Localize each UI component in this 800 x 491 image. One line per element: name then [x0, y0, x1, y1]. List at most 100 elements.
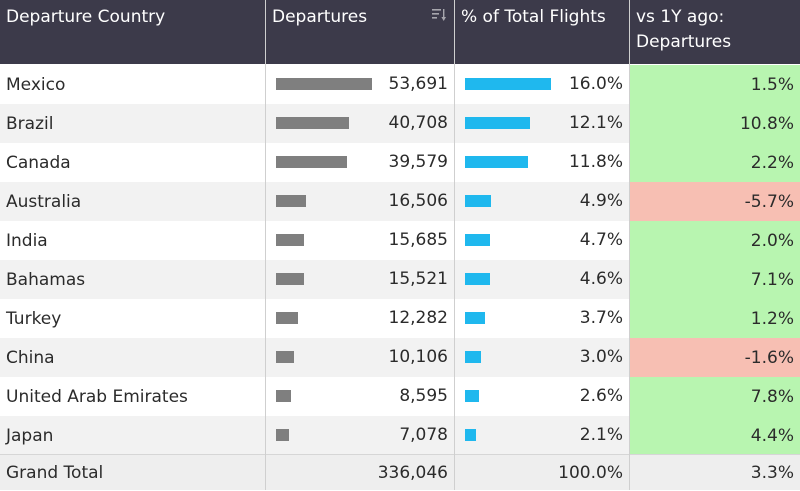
yoy-change: 1.2%	[630, 299, 800, 338]
total-pct-cell: 100.0%	[455, 455, 629, 491]
pct-cell: 3.7%	[455, 299, 629, 338]
yoy-change: -1.6%	[630, 338, 800, 377]
table-row[interactable]: United Arab Emirates 8,595 2.6% 7.8%	[0, 377, 800, 416]
pct-bar	[465, 195, 491, 207]
yoy-change: 10.8%	[630, 104, 800, 143]
pct-bar	[465, 117, 530, 129]
pct-bar	[465, 390, 479, 402]
departures-value: 16,506	[388, 191, 448, 211]
pct-cell: 2.6%	[455, 377, 629, 416]
pct-value: 4.6%	[579, 269, 623, 289]
column-divider	[454, 0, 455, 490]
sort-descending-icon[interactable]	[432, 8, 446, 22]
pct-value: 4.9%	[579, 191, 623, 211]
departures-cell: 15,685	[266, 221, 454, 260]
pct-cell: 11.8%	[455, 143, 629, 182]
table-row[interactable]: Mexico 53,691 16.0% 1.5%	[0, 65, 800, 104]
yoy-change: 7.8%	[630, 377, 800, 416]
departures-bar	[276, 273, 304, 285]
pct-cell: 3.0%	[455, 338, 629, 377]
header-label: Departure Country	[6, 7, 166, 27]
departures-bar	[276, 312, 298, 324]
header-departures[interactable]: Departures	[266, 0, 454, 64]
departures-bar	[276, 195, 306, 207]
total-departures-cell: 336,046	[266, 455, 454, 491]
table-row[interactable]: China 10,106 3.0% -1.6%	[0, 338, 800, 377]
departures-value: 53,691	[388, 74, 448, 94]
pct-bar	[465, 234, 490, 246]
table-row[interactable]: Bahamas 15,521 4.6% 7.1%	[0, 260, 800, 299]
departures-value: 8,595	[399, 386, 448, 406]
departures-value: 40,708	[388, 113, 448, 133]
departures-value: 15,521	[388, 269, 448, 289]
yoy-change: -5.7%	[630, 182, 800, 221]
header-label: vs 1Y ago: Departures	[636, 7, 732, 52]
country-name: Turkey	[6, 308, 62, 329]
total-pct: 100.0%	[558, 463, 623, 483]
pct-cell: 16.0%	[455, 65, 629, 104]
pct-bar	[465, 273, 490, 285]
table-row[interactable]: Canada 39,579 11.8% 2.2%	[0, 143, 800, 182]
pct-value: 3.0%	[579, 347, 623, 367]
pct-value: 11.8%	[568, 152, 623, 172]
departures-bar	[276, 234, 304, 246]
header-label: % of Total Flights	[461, 7, 606, 27]
total-yoy: 3.3%	[750, 463, 794, 483]
yoy-change: 7.1%	[630, 260, 800, 299]
departures-cell: 15,521	[266, 260, 454, 299]
pct-bar	[465, 429, 476, 441]
yoy-change: 2.0%	[630, 221, 800, 260]
pct-cell: 4.7%	[455, 221, 629, 260]
departures-bar	[276, 351, 294, 363]
pct-bar	[465, 312, 485, 324]
table-row[interactable]: Brazil 40,708 12.1% 10.8%	[0, 104, 800, 143]
yoy-change: 2.2%	[630, 143, 800, 182]
country-name: China	[6, 347, 55, 368]
table-row[interactable]: India 15,685 4.7% 2.0%	[0, 221, 800, 260]
pct-bar	[465, 78, 551, 90]
departures-cell: 39,579	[266, 143, 454, 182]
table-row[interactable]: Turkey 12,282 3.7% 1.2%	[0, 299, 800, 338]
header-vs-1y-ago[interactable]: vs 1Y ago: Departures	[630, 0, 800, 64]
departures-value: 10,106	[388, 347, 448, 367]
pct-value: 12.1%	[568, 113, 623, 133]
column-divider	[265, 0, 266, 490]
country-name: Australia	[6, 191, 82, 212]
departures-cell: 16,506	[266, 182, 454, 221]
pct-value: 2.6%	[579, 386, 623, 406]
grand-total-row: Grand Total 336,046 100.0% 3.3%	[0, 454, 800, 490]
pct-value: 4.7%	[579, 230, 623, 250]
country-name: Japan	[6, 425, 54, 446]
country-name: Brazil	[6, 113, 54, 134]
departures-value: 39,579	[388, 152, 448, 172]
departures-bar	[276, 117, 349, 129]
departures-bar	[276, 156, 347, 168]
pct-value: 3.7%	[579, 308, 623, 328]
column-divider	[629, 0, 630, 490]
departures-value: 12,282	[388, 308, 448, 328]
header-departure-country[interactable]: Departure Country	[0, 0, 265, 64]
country-name: India	[6, 230, 48, 251]
pct-bar	[465, 156, 528, 168]
pct-cell: 4.9%	[455, 182, 629, 221]
departures-cell: 7,078	[266, 416, 454, 455]
table-row[interactable]: Japan 7,078 2.1% 4.4%	[0, 416, 800, 455]
yoy-change: 1.5%	[630, 65, 800, 104]
departures-cell: 12,282	[266, 299, 454, 338]
total-label: Grand Total	[6, 463, 104, 483]
table-row[interactable]: Australia 16,506 4.9% -5.7%	[0, 182, 800, 221]
departures-cell: 40,708	[266, 104, 454, 143]
pct-cell: 2.1%	[455, 416, 629, 455]
pct-cell: 12.1%	[455, 104, 629, 143]
total-departures: 336,046	[377, 463, 448, 483]
departures-bar	[276, 78, 372, 90]
departures-value: 7,078	[399, 425, 448, 445]
pct-value: 2.1%	[579, 425, 623, 445]
departures-bar	[276, 429, 289, 441]
departures-bar	[276, 390, 291, 402]
departures-cell: 53,691	[266, 65, 454, 104]
header-pct-total-flights[interactable]: % of Total Flights	[455, 0, 629, 64]
departures-cell: 10,106	[266, 338, 454, 377]
country-name: Mexico	[6, 74, 66, 95]
